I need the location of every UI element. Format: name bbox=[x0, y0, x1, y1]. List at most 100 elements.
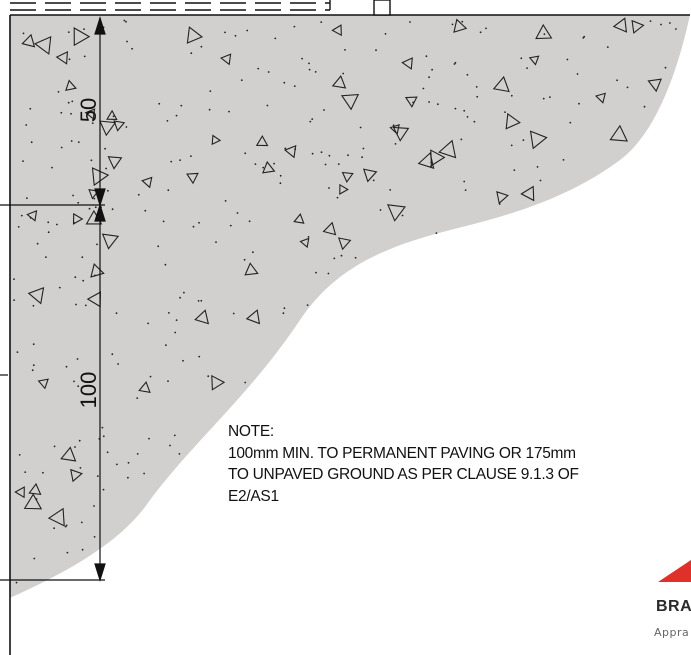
aggregate-dot bbox=[179, 296, 182, 299]
aggregate-dot bbox=[669, 22, 671, 24]
aggregate-dot bbox=[198, 355, 201, 358]
aggregate-stone bbox=[37, 378, 49, 390]
aggregate-dot bbox=[466, 73, 469, 76]
aggregate-stone bbox=[211, 134, 222, 146]
aggregate-dot bbox=[74, 446, 76, 448]
aggregate-dot bbox=[18, 454, 21, 456]
aggregate-stone bbox=[283, 145, 297, 159]
aggregate-dot bbox=[244, 152, 247, 155]
aggregate-dot bbox=[510, 94, 513, 97]
aggregate-dot bbox=[83, 55, 86, 58]
aggregate-dot bbox=[208, 108, 211, 111]
aggregate-dot bbox=[169, 444, 171, 447]
aggregate-dot bbox=[57, 91, 60, 93]
aggregate-dot bbox=[279, 174, 282, 177]
aggregate-stone bbox=[293, 213, 305, 224]
aggregate-stone bbox=[255, 134, 269, 147]
aggregate-dot bbox=[107, 189, 109, 192]
aggregate-dot bbox=[65, 365, 68, 368]
aggregate-dot bbox=[93, 536, 96, 538]
top-marker-box bbox=[373, 0, 391, 16]
aggregate-dot bbox=[102, 488, 105, 491]
aggregate-dot bbox=[183, 291, 185, 294]
aggregate-dot bbox=[15, 581, 18, 584]
aggregate-stone bbox=[211, 374, 226, 391]
aggregate-dot bbox=[293, 25, 296, 28]
aggregate-dot bbox=[56, 223, 58, 226]
aggregate-dot bbox=[246, 29, 249, 32]
aggregate-stone bbox=[528, 55, 540, 66]
aggregate-dot bbox=[463, 109, 466, 112]
note-block: NOTE: 100mm MIN. TO PERMANENT PAVING OR … bbox=[228, 421, 648, 507]
aggregate-dot bbox=[626, 86, 629, 89]
aggregate-dot bbox=[267, 71, 270, 73]
aggregate-stone bbox=[339, 183, 349, 195]
logo-text: BRA bbox=[656, 598, 691, 615]
aggregate-dot bbox=[479, 31, 482, 34]
aggregate-stone bbox=[299, 237, 310, 249]
aggregate-dot bbox=[301, 57, 303, 60]
aggregate-dot bbox=[93, 197, 96, 200]
aggregate-dot bbox=[569, 121, 572, 124]
aggregate-dot bbox=[342, 72, 345, 75]
aggregate-dot bbox=[82, 279, 85, 282]
aggregate-stone bbox=[389, 123, 400, 135]
aggregate-dot bbox=[13, 278, 15, 280]
aggregate-dot bbox=[485, 27, 487, 30]
aggregate-dot bbox=[323, 109, 325, 111]
aggregate-dot bbox=[76, 358, 79, 360]
aggregate-dot bbox=[53, 445, 56, 448]
aggregate-dot bbox=[190, 52, 193, 55]
aggregate-dot bbox=[375, 49, 377, 52]
aggregate-stone bbox=[340, 93, 360, 111]
aggregate-dot bbox=[32, 364, 35, 367]
aggregate-dot bbox=[549, 96, 551, 98]
aggregate-dot bbox=[409, 21, 411, 23]
aggregate-dot bbox=[42, 471, 44, 474]
aggregate-dot bbox=[26, 197, 28, 200]
note-line: E2/AS1 bbox=[228, 487, 279, 505]
dimension-lines bbox=[0, 15, 106, 583]
aggregate-stone bbox=[331, 75, 347, 89]
aggregate-stone bbox=[245, 309, 261, 325]
aggregate-dot bbox=[180, 104, 183, 107]
aggregate-stone bbox=[106, 109, 118, 120]
aggregate-stone bbox=[90, 263, 105, 278]
aggregate-dot bbox=[70, 140, 73, 142]
aggregate-dot bbox=[24, 471, 27, 473]
aggregate-dot bbox=[178, 453, 181, 455]
aggregate-dot bbox=[337, 163, 340, 166]
aggregate-dot bbox=[340, 254, 343, 257]
aggregate-dot bbox=[123, 19, 126, 22]
aggregate-dot bbox=[144, 209, 147, 212]
aggregate-dot bbox=[74, 276, 77, 279]
aggregate-dot bbox=[16, 351, 19, 353]
aggregate-dot bbox=[284, 147, 287, 150]
aggregate-dot bbox=[306, 304, 309, 306]
aggregate-stone bbox=[99, 120, 117, 137]
aggregate-stone bbox=[529, 130, 548, 150]
aggregate-stone bbox=[186, 26, 204, 44]
aggregate-dot bbox=[166, 120, 169, 122]
aggregate-dot bbox=[243, 258, 246, 261]
aggregate-dot bbox=[616, 79, 618, 82]
aggregate-stone bbox=[612, 17, 628, 33]
aggregate-dot bbox=[428, 101, 430, 103]
aggregate-dot bbox=[93, 505, 95, 507]
aggregate-dot bbox=[394, 143, 397, 145]
aggregate-dot bbox=[31, 369, 34, 372]
aggregate-stone bbox=[535, 23, 553, 40]
aggregate-dot bbox=[29, 107, 32, 110]
aggregate-dot bbox=[324, 163, 327, 166]
aggregate-stone bbox=[101, 233, 120, 250]
aggregate-dot bbox=[344, 49, 346, 51]
aggregate-dot bbox=[576, 73, 579, 75]
aggregate-dot bbox=[422, 87, 425, 90]
aggregate-stone bbox=[387, 204, 407, 222]
aggregate-dot bbox=[127, 476, 129, 479]
aggregate-stone bbox=[647, 78, 662, 93]
aggregate-dot bbox=[451, 23, 454, 26]
aggregate-dot bbox=[347, 154, 349, 157]
aggregate-dot bbox=[649, 20, 652, 22]
